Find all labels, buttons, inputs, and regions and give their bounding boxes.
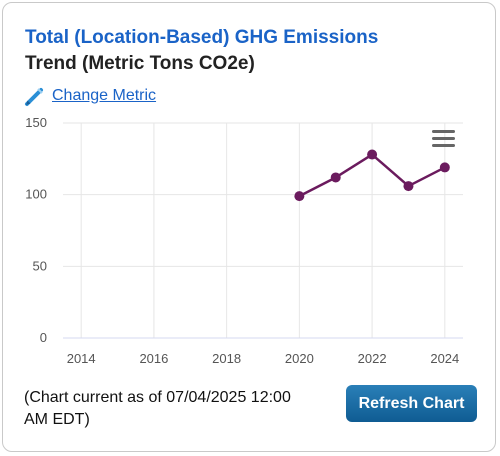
data-point[interactable] (294, 191, 305, 202)
x-tick-label: 2024 (430, 351, 459, 366)
refresh-chart-button[interactable]: Refresh Chart (346, 385, 477, 422)
hamburger-menu-icon[interactable] (432, 127, 456, 153)
chart-card: Total (Location-Based) GHG Emissions Tre… (2, 2, 496, 452)
y-tick-labels: 0 50 100 150 (25, 115, 47, 345)
change-metric-link[interactable]: Change Metric (24, 84, 156, 108)
y-tick-label: 150 (25, 115, 47, 130)
x-tick-label: 2022 (358, 351, 387, 366)
y-tick-label: 100 (25, 187, 47, 202)
data-point[interactable] (403, 181, 414, 192)
change-metric-label: Change Metric (52, 87, 157, 104)
x-tick-label: 2020 (285, 351, 314, 366)
chart-timestamp-note: (Chart current as of 07/04/2025 12:00 AM… (24, 389, 291, 428)
chart-area: 2014 2016 2018 2020 2022 2024 0 50 100 150 (25, 115, 463, 366)
y-tick-label: 0 (40, 330, 47, 345)
x-tick-label: 2016 (139, 351, 168, 366)
data-series (294, 149, 450, 202)
x-tick-label: 2018 (212, 351, 241, 366)
data-point[interactable] (367, 149, 378, 160)
data-point[interactable] (439, 162, 450, 173)
y-tick-label: 50 (33, 258, 47, 273)
data-point[interactable] (330, 172, 341, 183)
pencil-icon (25, 88, 43, 106)
chart-subtitle: Trend (Metric Tons CO2e) (25, 53, 255, 74)
x-tick-label: 2014 (67, 351, 96, 366)
chart-title: Total (Location-Based) GHG Emissions (25, 27, 379, 48)
y-gridlines (63, 122, 463, 338)
x-tick-labels: 2014 2016 2018 2020 2022 2024 (67, 351, 460, 366)
